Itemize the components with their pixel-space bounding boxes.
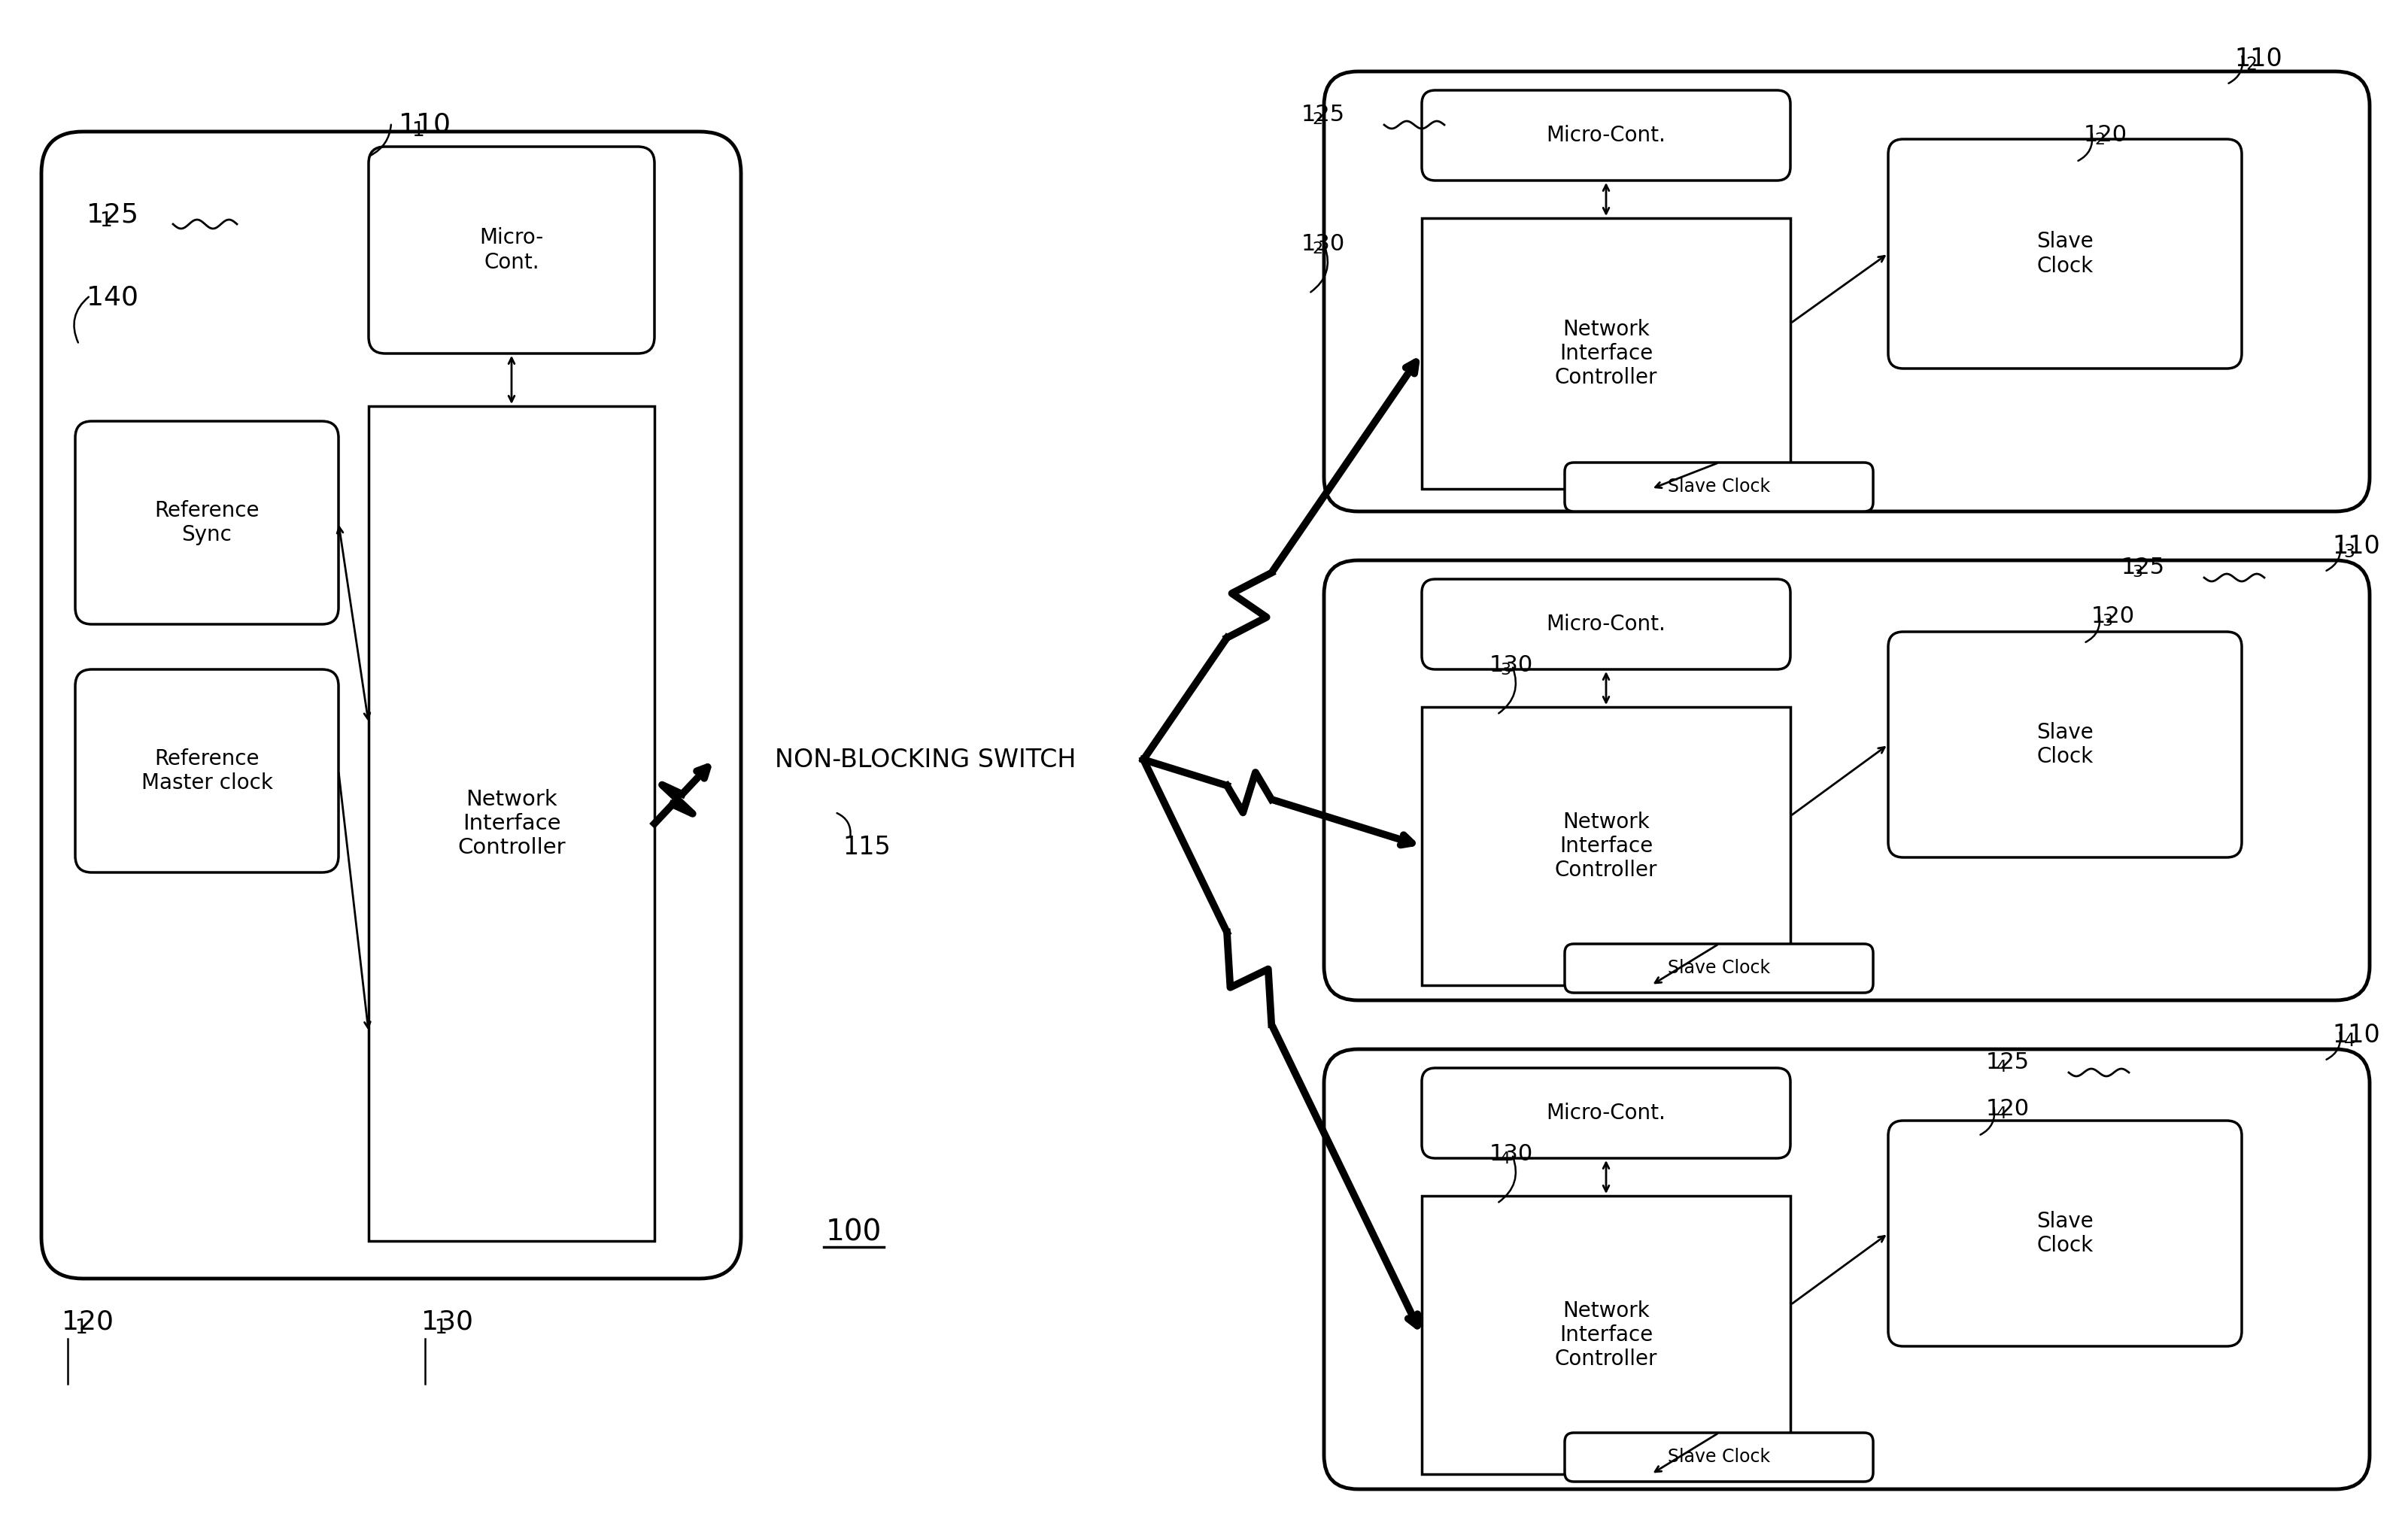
FancyBboxPatch shape [1324, 71, 2369, 511]
Bar [1421, 707, 1792, 985]
Text: 140: 140 [87, 284, 137, 310]
Bar [1421, 1196, 1792, 1474]
Text: 1: 1 [433, 1318, 445, 1338]
Text: 1: 1 [99, 211, 111, 231]
Text: Network
Interface
Controller: Network Interface Controller [458, 789, 566, 859]
Text: 4: 4 [1500, 1152, 1510, 1166]
Text: Slave Clock: Slave Clock [1669, 1449, 1770, 1467]
Text: 2: 2 [1312, 242, 1322, 257]
FancyBboxPatch shape [75, 669, 340, 872]
Bar [368, 406, 655, 1240]
Text: Slave Clock: Slave Clock [1669, 959, 1770, 977]
Text: 1: 1 [412, 122, 424, 141]
Text: 125: 125 [1300, 103, 1346, 126]
FancyBboxPatch shape [41, 132, 742, 1278]
Text: 130: 130 [1491, 654, 1534, 676]
Text: NON-BLOCKING SWITCH: NON-BLOCKING SWITCH [775, 748, 1076, 772]
Text: Slave Clock: Slave Clock [1669, 477, 1770, 496]
Text: 110: 110 [400, 111, 450, 137]
Text: 120: 120 [63, 1309, 113, 1335]
Text: 125: 125 [87, 202, 137, 226]
FancyBboxPatch shape [1324, 1049, 2369, 1490]
Text: 3: 3 [2131, 565, 2143, 579]
Text: 120: 120 [2083, 125, 2129, 146]
Text: 2: 2 [1312, 112, 1322, 128]
Text: 120: 120 [2090, 605, 2136, 628]
Text: 3: 3 [2343, 543, 2355, 561]
Text: 130: 130 [421, 1309, 474, 1335]
FancyBboxPatch shape [1888, 1120, 2242, 1347]
FancyBboxPatch shape [1565, 1433, 1873, 1482]
Text: 120: 120 [1987, 1097, 2030, 1120]
FancyBboxPatch shape [1888, 140, 2242, 368]
Text: Micro-
Cont.: Micro- Cont. [479, 228, 544, 272]
Bar [1421, 217, 1792, 489]
Text: 125: 125 [1987, 1052, 2030, 1073]
Text: 100: 100 [826, 1219, 881, 1246]
FancyBboxPatch shape [1888, 632, 2242, 857]
Text: Slave
Clock: Slave Clock [2037, 722, 2093, 768]
Text: 110: 110 [2331, 534, 2379, 559]
Text: 110: 110 [2235, 47, 2283, 71]
Text: 2: 2 [2095, 132, 2105, 147]
Text: 110: 110 [2331, 1023, 2379, 1047]
Text: Micro-Cont.: Micro-Cont. [1546, 614, 1666, 635]
Text: 115: 115 [843, 834, 891, 860]
Text: Network
Interface
Controller: Network Interface Controller [1556, 812, 1657, 882]
FancyBboxPatch shape [1421, 579, 1792, 669]
Text: 130: 130 [1300, 233, 1346, 255]
Text: Network
Interface
Controller: Network Interface Controller [1556, 319, 1657, 389]
FancyBboxPatch shape [1421, 90, 1792, 181]
Text: Micro-Cont.: Micro-Cont. [1546, 125, 1666, 146]
Text: Reference
Master clock: Reference Master clock [142, 748, 272, 793]
FancyBboxPatch shape [1324, 561, 2369, 1000]
FancyBboxPatch shape [368, 146, 655, 354]
Text: 4: 4 [1996, 1107, 2008, 1122]
Text: 1: 1 [75, 1318, 87, 1338]
Text: Micro-Cont.: Micro-Cont. [1546, 1102, 1666, 1123]
FancyBboxPatch shape [1565, 944, 1873, 993]
Text: Slave
Clock: Slave Clock [2037, 1211, 2093, 1256]
Text: 125: 125 [2121, 556, 2165, 579]
FancyBboxPatch shape [75, 421, 340, 625]
Text: 4: 4 [1996, 1059, 2008, 1075]
Text: Reference
Sync: Reference Sync [154, 500, 260, 546]
Text: 4: 4 [2343, 1032, 2355, 1050]
Text: 3: 3 [1500, 663, 1510, 678]
FancyBboxPatch shape [1421, 1069, 1792, 1158]
FancyBboxPatch shape [1565, 462, 1873, 511]
Text: 3: 3 [2102, 614, 2112, 629]
Text: 2: 2 [2247, 56, 2256, 73]
Text: Slave
Clock: Slave Clock [2037, 231, 2093, 277]
Text: 130: 130 [1491, 1143, 1534, 1164]
Text: Network
Interface
Controller: Network Interface Controller [1556, 1300, 1657, 1370]
